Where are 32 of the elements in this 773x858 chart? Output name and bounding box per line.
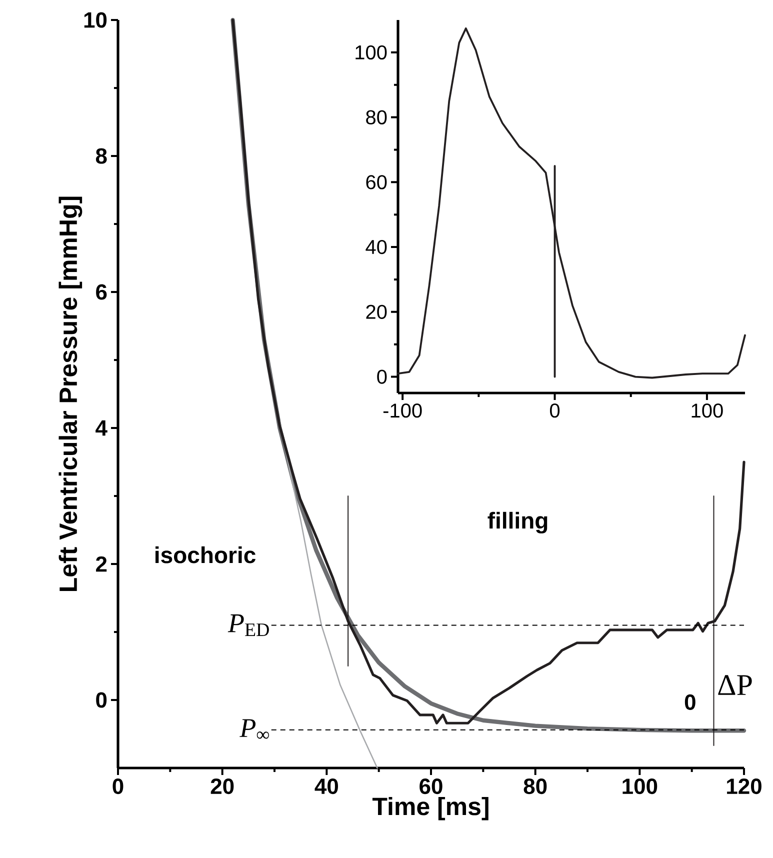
ref-line-label: P$_{ED}$ (228, 614, 269, 636)
y-tick-label: 0 (377, 370, 387, 384)
y-tick-label: 80 (366, 110, 387, 124)
x-tick-label: 100 (622, 778, 658, 794)
x-axis-title: Time [ms] (372, 796, 488, 820)
y-tick-label: 8 (96, 148, 107, 164)
annotation: filling (488, 512, 548, 534)
y-tick-label: 6 (96, 284, 107, 300)
line-series (397, 27, 746, 379)
x-tick-label: 80 (524, 778, 547, 794)
y-tick-label: 40 (366, 240, 387, 254)
y-tick-label: 0 (96, 692, 107, 708)
y-tick-label: 2 (96, 556, 107, 572)
y-tick-label: 20 (366, 304, 387, 319)
annotation: ΔP (718, 675, 752, 695)
y-tick-label: 10 (84, 12, 107, 28)
x-tick-label: -100 (383, 404, 422, 418)
ref-line-label: P$_{∞}$ (240, 719, 269, 739)
annotation: isochoric (156, 546, 256, 564)
x-tick-label: 40 (314, 778, 338, 794)
y-axis-title: Left Ventricular Pressure [mmHg] (58, 196, 82, 591)
x-tick-label: 120 (727, 778, 762, 794)
y-tick-label: 60 (366, 175, 387, 190)
x-tick-label: 20 (210, 778, 234, 794)
annotation: 0 (684, 694, 696, 710)
x-tick-label: 60 (420, 778, 442, 794)
x-tick-label: 0 (550, 404, 560, 418)
x-tick-label: 0 (112, 778, 124, 794)
y-tick-label: 100 (356, 45, 387, 60)
x-tick-label: 100 (692, 404, 723, 418)
line-series (279, 420, 378, 769)
y-tick-label: 4 (96, 420, 108, 436)
